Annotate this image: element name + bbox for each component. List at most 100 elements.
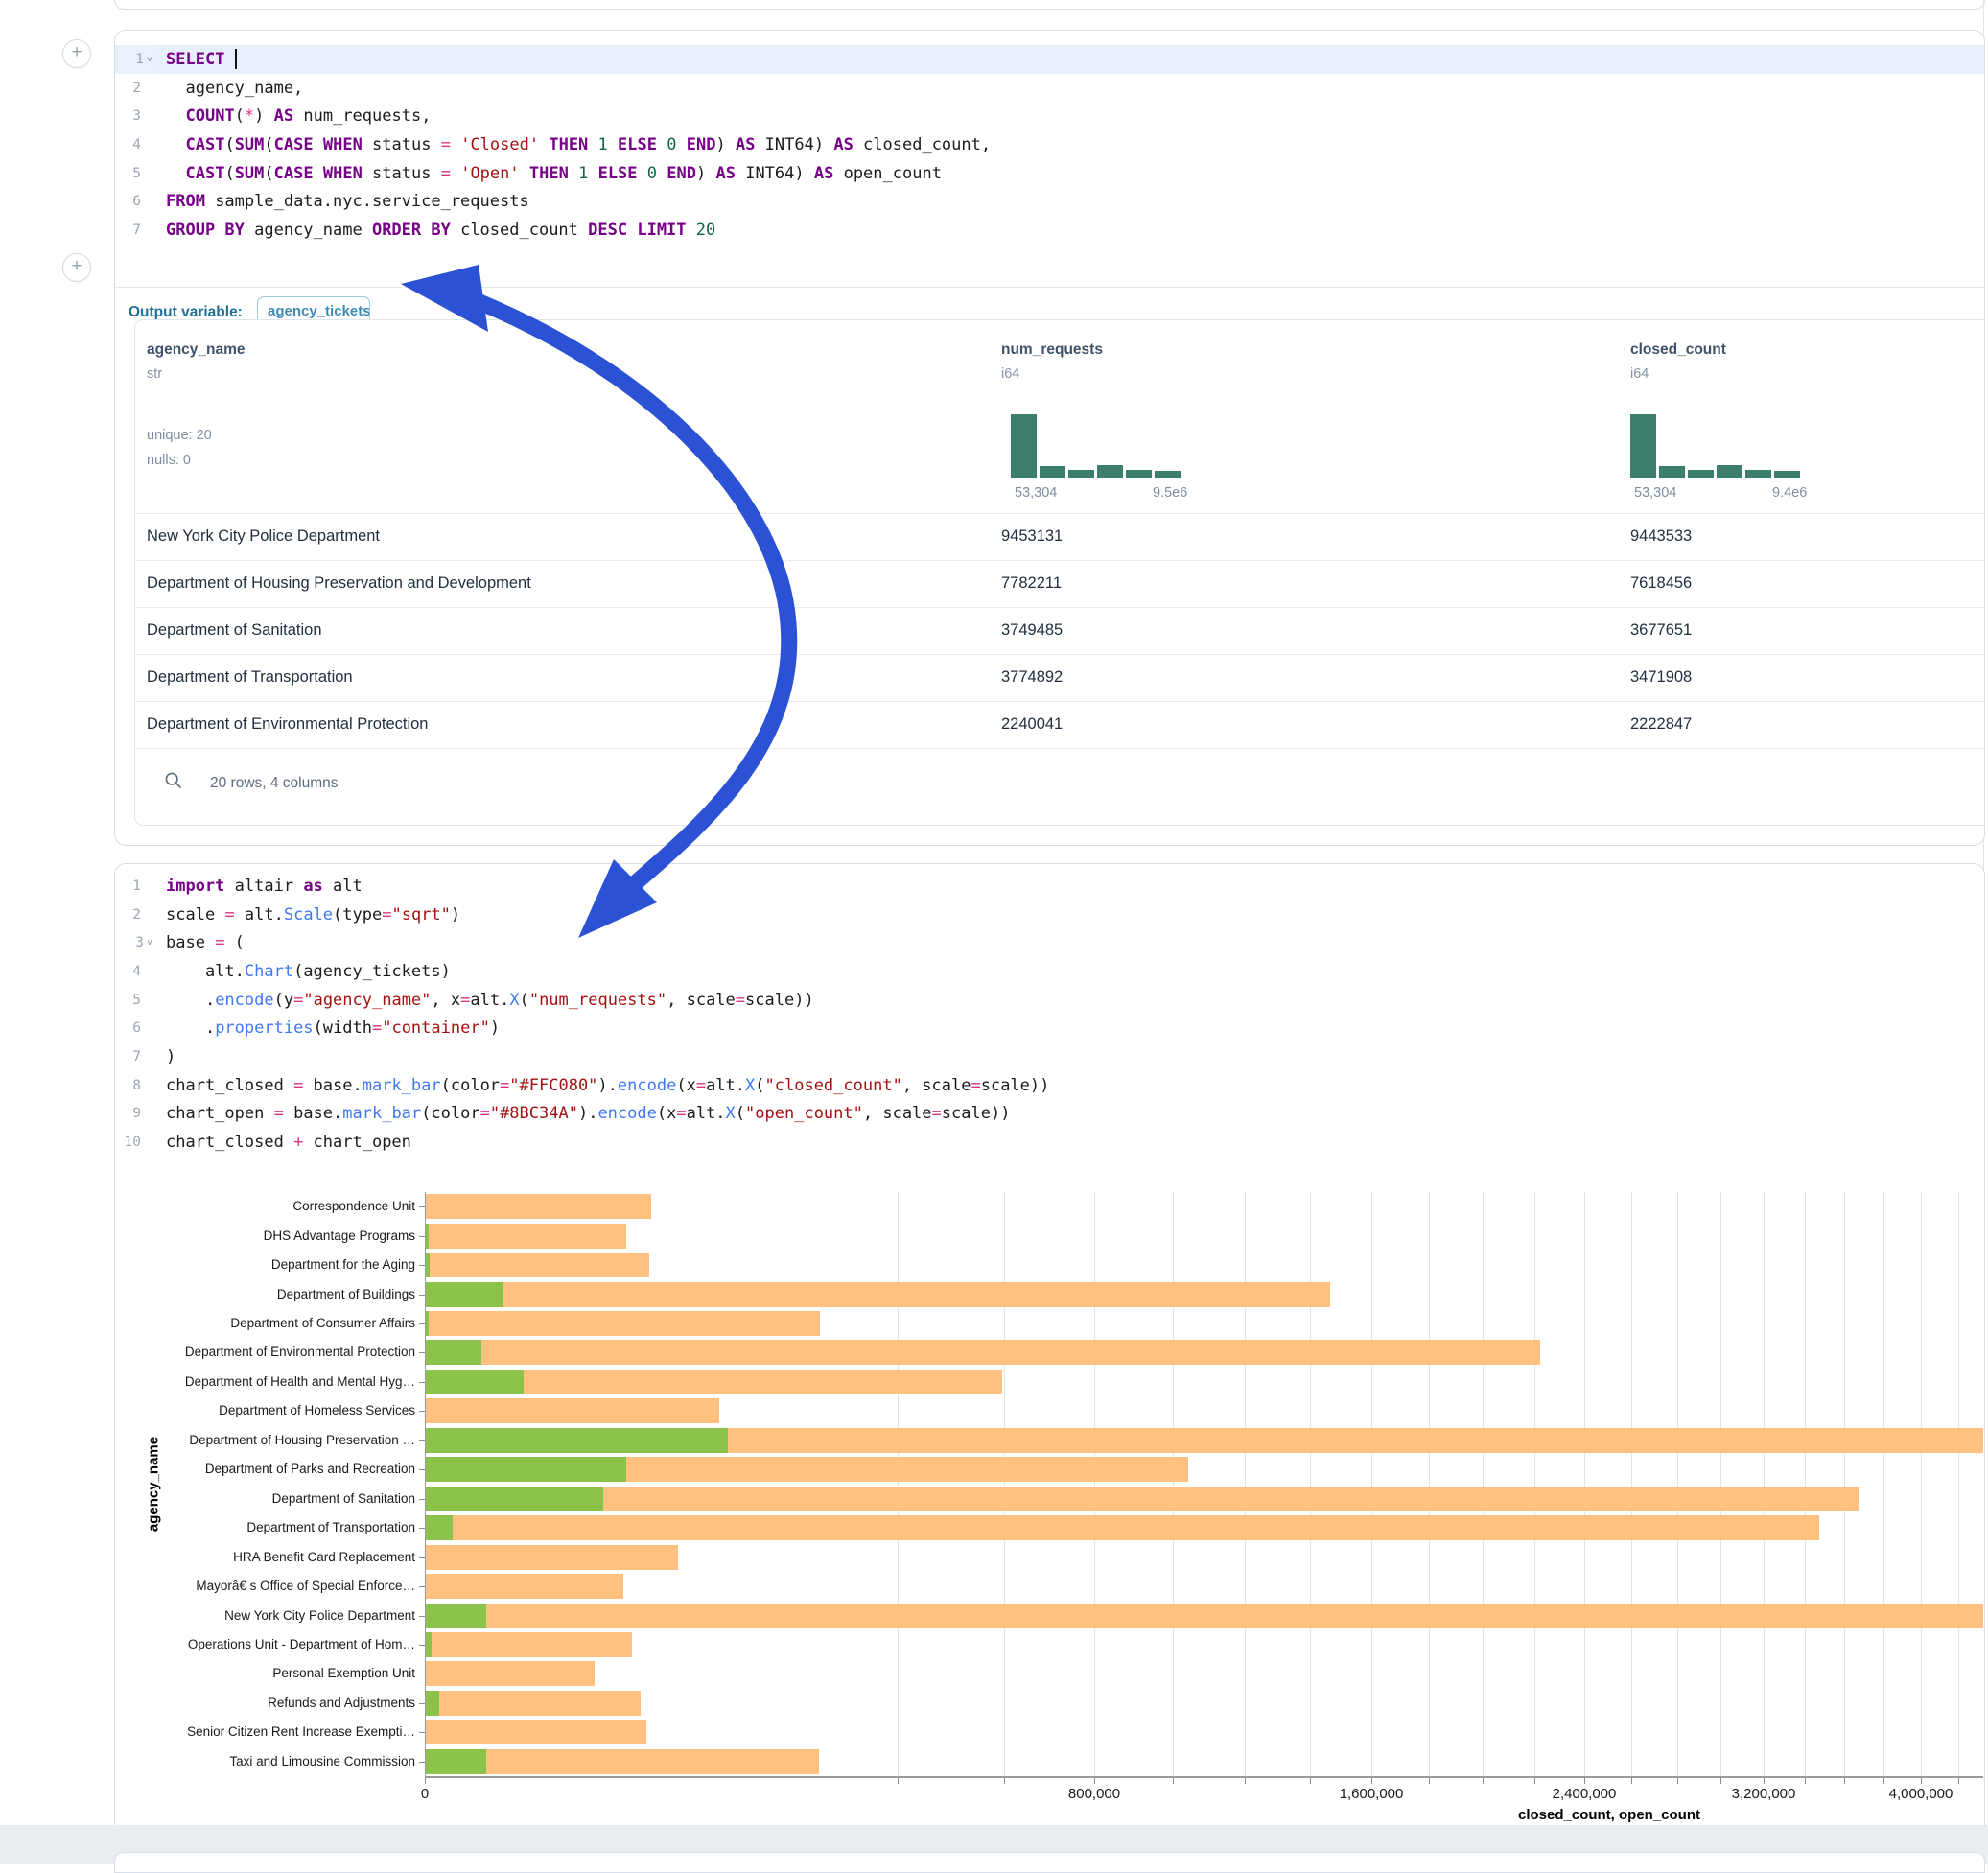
bar-closed-count[interactable]: [425, 1340, 1540, 1365]
code-text: ): [158, 1042, 1984, 1071]
code-line[interactable]: 5 .encode(y="agency_name", x=alt.X("num_…: [115, 986, 1984, 1015]
bar-open-count[interactable]: [425, 1457, 626, 1482]
x-axis-tick: [1310, 1778, 1311, 1784]
code-line[interactable]: 6 .properties(width="container"): [115, 1014, 1984, 1042]
bar-open-count[interactable]: [425, 1604, 486, 1628]
code-line[interactable]: 2 agency_name,: [115, 74, 1984, 103]
bar-closed-count[interactable]: [425, 1574, 623, 1599]
y-axis-category-label: HRA Benefit Card Replacement: [153, 1550, 415, 1565]
bar-closed-count[interactable]: [425, 1311, 820, 1336]
bar-closed-count[interactable]: [425, 1224, 626, 1249]
bar-open-count[interactable]: [425, 1282, 503, 1307]
table-cell: 7618456: [1630, 560, 1692, 607]
code-line[interactable]: 6FROM sample_data.nyc.service_requests: [115, 187, 1984, 216]
gridline: [1720, 1192, 1721, 1776]
gridline: [1371, 1192, 1372, 1776]
code-line[interactable]: 1import altair as alt: [115, 872, 1984, 901]
bar-closed-count[interactable]: [425, 1253, 649, 1277]
bar-open-count[interactable]: [425, 1370, 524, 1394]
bar-closed-count[interactable]: [425, 1720, 646, 1744]
y-axis-category-label: Department of Consumer Affairs: [153, 1316, 415, 1331]
bar-open-count[interactable]: [425, 1749, 486, 1774]
x-axis-tick: [898, 1778, 899, 1784]
table-row[interactable]: Department of Sanitation37494853677651: [135, 607, 1985, 655]
code-line[interactable]: 4 alt.Chart(agency_tickets): [115, 957, 1984, 986]
bar-closed-count[interactable]: [425, 1691, 641, 1716]
previous-cell-edge: [114, 0, 1985, 10]
chart-x-axis-line: [425, 1776, 1983, 1778]
line-number: 6: [115, 187, 158, 216]
search-icon[interactable]: [164, 771, 183, 790]
gridline: [1534, 1192, 1535, 1776]
bar-closed-count[interactable]: [425, 1194, 651, 1219]
x-axis-tick: [1720, 1778, 1721, 1784]
x-axis-tick: [1483, 1778, 1484, 1784]
code-text: GROUP BY agency_name ORDER BY closed_cou…: [158, 216, 1984, 245]
line-number: 1: [115, 872, 158, 901]
code-line[interactable]: 4 CAST(SUM(CASE WHEN status = 'Closed' T…: [115, 130, 1984, 159]
y-axis-category-label: Department of Environmental Protection: [153, 1345, 415, 1360]
bar-closed-count[interactable]: [425, 1282, 1330, 1307]
bar-closed-count[interactable]: [425, 1545, 678, 1570]
code-text: .encode(y="agency_name", x=alt.X("num_re…: [158, 986, 1984, 1015]
bar-open-count[interactable]: [425, 1632, 432, 1657]
bar-closed-count[interactable]: [425, 1604, 1983, 1628]
x-axis-tick: [1958, 1778, 1959, 1784]
bar-closed-count[interactable]: [425, 1487, 1859, 1511]
add-cell-button-output[interactable]: +: [62, 253, 91, 282]
table-row[interactable]: Department of Transportation377489234719…: [135, 654, 1985, 702]
y-axis-category-label: Department of Health and Mental Hyg…: [153, 1374, 415, 1390]
bar-closed-count[interactable]: [425, 1632, 632, 1657]
table-cell: 3749485: [1001, 607, 1063, 654]
table-row[interactable]: Department of Housing Preservation and D…: [135, 560, 1985, 608]
gridline: [1631, 1192, 1632, 1776]
table-row[interactable]: New York City Police Department945313194…: [135, 513, 1985, 561]
y-axis-category-label: Department of Buildings: [153, 1287, 415, 1302]
x-axis-tick: [1584, 1778, 1585, 1784]
code-line[interactable]: 3˅base = (: [115, 928, 1984, 957]
table-row[interactable]: Department of Environmental Protection22…: [135, 701, 1985, 749]
code-line[interactable]: 10chart_closed + chart_open: [115, 1128, 1984, 1157]
line-number: 4: [115, 957, 158, 986]
code-line[interactable]: 1˅SELECT: [115, 45, 1984, 74]
code-line[interactable]: 7GROUP BY agency_name ORDER BY closed_co…: [115, 216, 1984, 245]
code-text: .properties(width="container"): [158, 1014, 1984, 1042]
histogram-bar: [1659, 466, 1685, 478]
table-cell: 9453131: [1001, 513, 1063, 560]
bar-open-count[interactable]: [425, 1487, 603, 1511]
code-line[interactable]: 9chart_open = base.mark_bar(color="#8BC3…: [115, 1100, 1984, 1129]
bar-open-count[interactable]: [425, 1428, 728, 1453]
add-cell-button-top[interactable]: +: [62, 39, 91, 68]
column-stat: nulls: 0: [147, 453, 191, 468]
table-footer: 20 rows, 4 columns: [135, 750, 1985, 825]
chart-x-axis-title: closed_count, open_count: [1518, 1807, 1700, 1823]
bar-open-count[interactable]: [425, 1340, 481, 1365]
bar-closed-count[interactable]: [425, 1661, 595, 1686]
histogram-bar: [1688, 470, 1714, 478]
code-line[interactable]: 7): [115, 1042, 1984, 1071]
gridline: [1310, 1192, 1311, 1776]
line-number: 2: [115, 901, 158, 929]
code-line[interactable]: 8chart_closed = base.mark_bar(color="#FF…: [115, 1071, 1984, 1100]
python-editor[interactable]: 1import altair as alt2scale = alt.Scale(…: [115, 872, 1984, 1157]
column-header-num_requests[interactable]: num_requests: [1001, 341, 1103, 359]
code-line[interactable]: 5 CAST(SUM(CASE WHEN status = 'Open' THE…: [115, 159, 1984, 188]
sql-editor[interactable]: 1˅SELECT 2 agency_name,3 COUNT(*) AS num…: [115, 45, 1984, 245]
x-axis-tick: [1173, 1778, 1174, 1784]
histogram-min-label: 53,304: [1634, 485, 1676, 501]
column-header-closed_count[interactable]: closed_count: [1630, 341, 1726, 359]
bar-closed-count[interactable]: [425, 1515, 1819, 1540]
fold-chevron-icon[interactable]: ˅: [147, 938, 152, 949]
bar-open-count[interactable]: [425, 1691, 439, 1716]
fold-chevron-icon[interactable]: ˅: [147, 55, 152, 66]
histogram-min-label: 53,304: [1015, 485, 1057, 501]
table-cell: 2222847: [1630, 701, 1692, 748]
bar-open-count[interactable]: [425, 1515, 453, 1540]
table-cell: New York City Police Department: [147, 513, 380, 560]
code-line[interactable]: 3 COUNT(*) AS num_requests,: [115, 102, 1984, 130]
code-text: CAST(SUM(CASE WHEN status = 'Closed' THE…: [158, 130, 1984, 159]
table-cell: Department of Transportation: [147, 654, 353, 701]
code-line[interactable]: 2scale = alt.Scale(type="sqrt"): [115, 901, 1984, 929]
column-header-agency_name[interactable]: agency_name: [147, 341, 246, 359]
bar-closed-count[interactable]: [425, 1398, 719, 1423]
